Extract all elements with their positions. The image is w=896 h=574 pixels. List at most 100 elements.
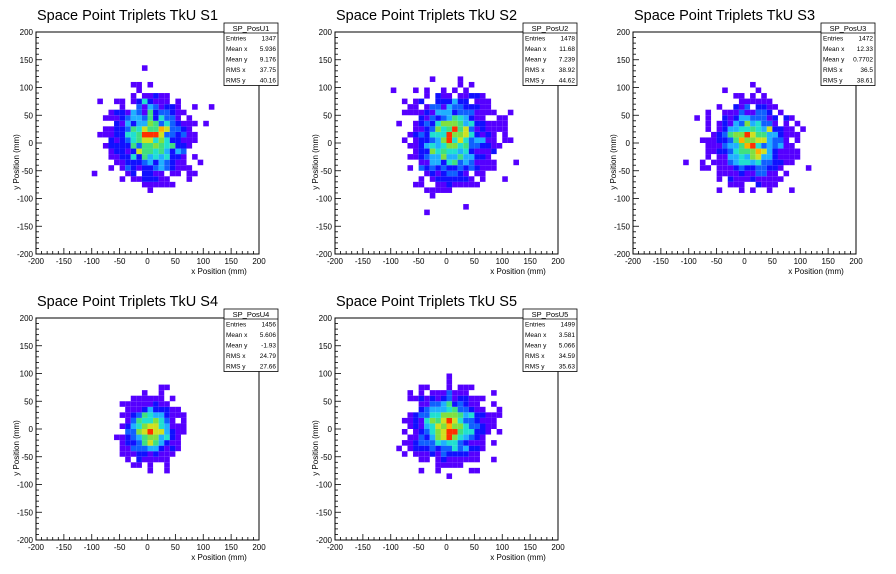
histogram-bin bbox=[169, 395, 176, 402]
histogram-bin bbox=[125, 456, 131, 463]
histogram-bin bbox=[418, 384, 425, 391]
histogram-bin bbox=[766, 159, 773, 166]
histogram-bin bbox=[136, 104, 142, 110]
histogram-bin bbox=[435, 423, 441, 429]
histogram-bin bbox=[783, 148, 790, 155]
histogram-bin bbox=[783, 143, 790, 149]
histogram-bin bbox=[479, 98, 486, 105]
y-tick-label: -150 bbox=[614, 222, 631, 231]
stats-name: SP_PosU4 bbox=[233, 310, 270, 319]
histogram-bin bbox=[147, 143, 154, 149]
x-tick-label: 50 bbox=[470, 257, 479, 266]
histogram-bin bbox=[175, 143, 181, 149]
histogram-bin bbox=[474, 131, 480, 138]
histogram-bin bbox=[766, 154, 773, 160]
histogram-bin bbox=[435, 462, 441, 468]
y-tick-label: 100 bbox=[319, 84, 333, 93]
histogram-bin bbox=[446, 170, 453, 177]
histogram-bin bbox=[755, 165, 762, 171]
histogram-bin bbox=[446, 395, 453, 402]
histogram-bin bbox=[491, 131, 497, 138]
histogram-bin bbox=[153, 98, 159, 105]
stats-row-label: RMS y bbox=[226, 364, 246, 371]
histogram-bin bbox=[744, 154, 751, 160]
stats-row-value: 1499 bbox=[561, 322, 576, 329]
histogram-bin bbox=[463, 131, 469, 138]
histogram-bin bbox=[153, 401, 159, 407]
histogram-bin bbox=[457, 148, 464, 155]
histogram-bin bbox=[180, 131, 187, 138]
histogram-bin bbox=[180, 423, 187, 429]
histogram-bin bbox=[407, 445, 414, 452]
histogram-bin bbox=[418, 451, 425, 457]
histogram-bin bbox=[463, 417, 469, 424]
histogram-bin bbox=[479, 423, 486, 429]
stats-row-value: 34.59 bbox=[559, 353, 576, 360]
histogram-bin bbox=[147, 109, 154, 116]
x-tick-label: 50 bbox=[768, 257, 777, 266]
histogram-bin bbox=[502, 137, 508, 143]
histogram-bin bbox=[158, 93, 165, 99]
histogram-bin bbox=[761, 159, 767, 166]
histogram-bin bbox=[186, 126, 193, 132]
histogram-bin bbox=[485, 417, 492, 424]
stats-row-value: 44.62 bbox=[559, 78, 576, 85]
histogram-bin bbox=[180, 143, 187, 149]
histogram-bin bbox=[772, 104, 778, 110]
histogram-bin bbox=[147, 131, 154, 138]
histogram-bin bbox=[130, 417, 137, 424]
x-tick-label: -200 bbox=[327, 543, 344, 552]
axis-ticks: -200 -150 -100 -50 0 50 100 150 200 -200 -150 -100 -… bbox=[17, 314, 266, 552]
histogram-bin bbox=[97, 98, 103, 105]
histogram-bin bbox=[440, 115, 447, 121]
histogram-bin bbox=[496, 115, 503, 121]
histogram-bin bbox=[733, 159, 739, 166]
y-axis-label: y Position (mm) bbox=[311, 134, 320, 190]
histogram-bin bbox=[733, 170, 739, 177]
histogram-bin bbox=[114, 148, 120, 155]
histogram-bin bbox=[468, 143, 475, 149]
stats-row-value: 1472 bbox=[859, 36, 874, 43]
histogram-bin bbox=[761, 126, 767, 132]
histogram-bin bbox=[474, 126, 480, 132]
histogram-bin bbox=[474, 395, 480, 402]
histogram-bin bbox=[169, 412, 176, 418]
histogram-bin bbox=[446, 401, 453, 407]
stats-row-value: 38.92 bbox=[559, 67, 576, 74]
x-axis-label: x Position (mm) bbox=[191, 553, 247, 562]
histogram-bin bbox=[108, 137, 115, 143]
histogram-bin bbox=[429, 159, 436, 166]
histogram-bin bbox=[440, 120, 447, 127]
histogram-bins bbox=[396, 373, 503, 479]
histogram-bin bbox=[164, 165, 170, 171]
histogram-bin bbox=[169, 406, 176, 413]
histogram-panel-1: Space Point Triplets TkU S1-200 -150 -100-… bbox=[12, 8, 279, 276]
histogram-panel-4: Space Point Triplets TkU S4-200 -150 -100-… bbox=[12, 294, 279, 562]
histogram-bin bbox=[147, 406, 154, 413]
histogram-bin bbox=[457, 165, 464, 171]
histogram-bin bbox=[457, 445, 464, 452]
histogram-bin bbox=[766, 120, 773, 127]
histogram-bin bbox=[175, 423, 181, 429]
histogram-bin bbox=[418, 154, 425, 160]
axis-ticks: -200 -150 -100 -50 0 50 100 150 200 -200 -150 -100 -… bbox=[17, 28, 266, 266]
histogram-bin bbox=[418, 423, 425, 429]
histogram-bin bbox=[794, 137, 801, 143]
histogram-bin bbox=[468, 384, 475, 391]
histogram-bin bbox=[766, 115, 773, 121]
histogram-bin bbox=[463, 154, 469, 160]
histogram-bin bbox=[429, 445, 436, 452]
histogram-bin bbox=[429, 390, 436, 396]
histogram-bin bbox=[141, 406, 148, 413]
histogram-bin bbox=[158, 395, 165, 402]
histogram-bin bbox=[474, 148, 480, 155]
stats-row-label: Mean x bbox=[525, 332, 547, 339]
x-tick-label: -200 bbox=[28, 543, 45, 552]
x-tick-label: 150 bbox=[224, 257, 238, 266]
histogram-bin bbox=[153, 131, 159, 138]
histogram-bin bbox=[440, 87, 447, 94]
histogram-bin bbox=[175, 429, 181, 435]
histogram-bin bbox=[699, 165, 706, 171]
histogram-bin bbox=[407, 154, 414, 160]
histogram-bin bbox=[130, 159, 137, 166]
